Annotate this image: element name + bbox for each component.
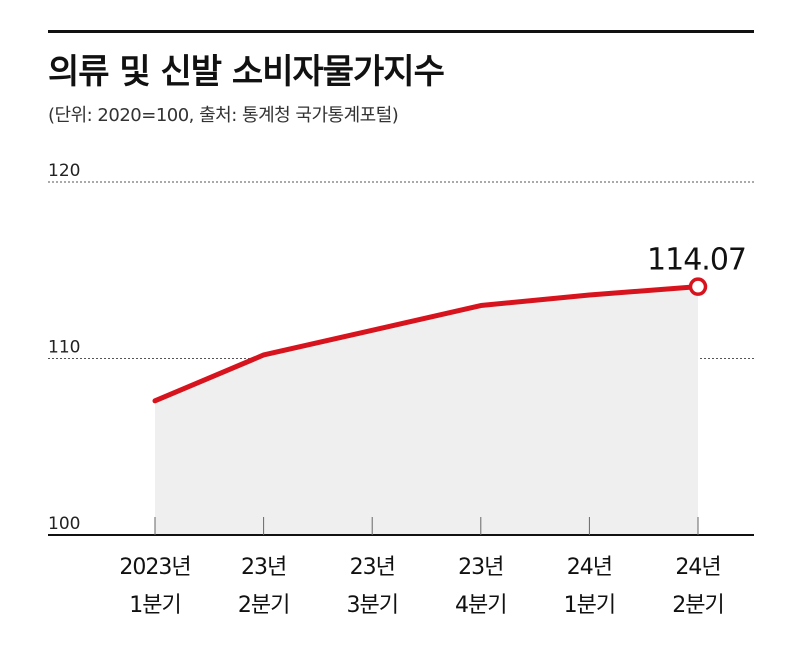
x-tick-label-2-line2: 3분기 xyxy=(346,593,397,618)
y-tick-label-120: 120 xyxy=(48,161,80,181)
data-point-5 xyxy=(688,277,708,296)
x-tick-label-4-line2: 1분기 xyxy=(564,593,615,618)
x-tick-label-3-line2: 4분기 xyxy=(455,593,506,618)
x-tick-label-5-line1: 24년 xyxy=(675,555,720,580)
x-tick-label-2-line1: 23년 xyxy=(350,555,395,580)
x-tick-label-1-line2: 2분기 xyxy=(238,593,289,618)
series-line-path xyxy=(152,284,701,404)
top-rule xyxy=(48,30,754,33)
x-axis xyxy=(48,517,754,536)
area-shape xyxy=(155,286,698,535)
data-label-last: 114.07 xyxy=(647,243,746,278)
x-tick-label-3-line1: 23년 xyxy=(458,555,503,580)
x-tick-label-1-line1: 23년 xyxy=(241,555,286,580)
x-tick-label-0-line2: 1분기 xyxy=(129,593,180,618)
y-tick-label-100: 100 xyxy=(48,514,80,534)
series-line xyxy=(152,277,708,404)
area-fill xyxy=(155,286,698,535)
chart-subtitle: (단위: 2020=100, 출처: 통계청 국가통계포털) xyxy=(48,105,399,126)
chart-title: 의류 및 신발 소비자물가지수 xyxy=(48,52,445,92)
x-tick-label-5-line2: 2분기 xyxy=(672,593,723,618)
x-tick-label-4-line1: 24년 xyxy=(567,555,612,580)
x-tick-label-0-line1: 2023년 xyxy=(119,555,190,580)
y-tick-label-110: 110 xyxy=(48,338,80,358)
labels: 100 110 120 2023년 1분기 23년 2분기 23년 3분기 23년 4분기 24년 1분… xyxy=(48,161,747,618)
